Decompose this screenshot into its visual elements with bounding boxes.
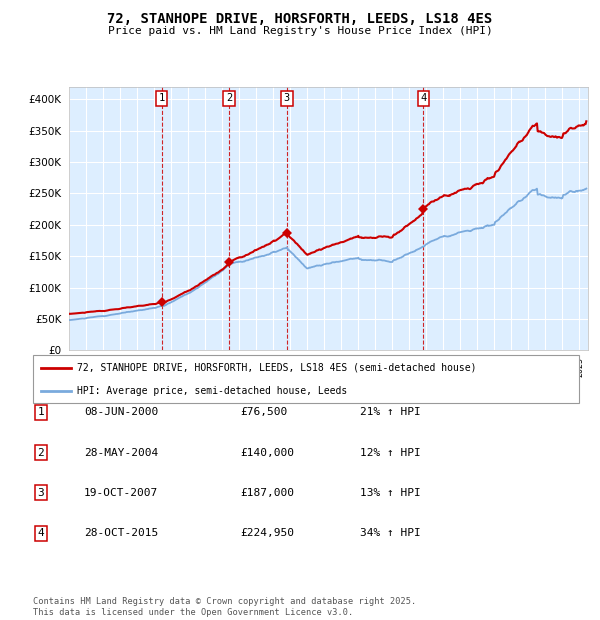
Text: 4: 4 bbox=[420, 94, 427, 104]
Text: £140,000: £140,000 bbox=[240, 448, 294, 458]
Text: 13% ↑ HPI: 13% ↑ HPI bbox=[360, 488, 421, 498]
Text: 21% ↑ HPI: 21% ↑ HPI bbox=[360, 407, 421, 417]
Text: £76,500: £76,500 bbox=[240, 407, 287, 417]
Text: 34% ↑ HPI: 34% ↑ HPI bbox=[360, 528, 421, 538]
Text: 3: 3 bbox=[37, 488, 44, 498]
FancyBboxPatch shape bbox=[33, 355, 579, 403]
Text: 12% ↑ HPI: 12% ↑ HPI bbox=[360, 448, 421, 458]
Text: £187,000: £187,000 bbox=[240, 488, 294, 498]
Text: Price paid vs. HM Land Registry's House Price Index (HPI): Price paid vs. HM Land Registry's House … bbox=[107, 26, 493, 36]
Text: 08-JUN-2000: 08-JUN-2000 bbox=[84, 407, 158, 417]
Text: 3: 3 bbox=[284, 94, 290, 104]
Text: 2: 2 bbox=[37, 448, 44, 458]
Text: 4: 4 bbox=[37, 528, 44, 538]
Text: Contains HM Land Registry data © Crown copyright and database right 2025.
This d: Contains HM Land Registry data © Crown c… bbox=[33, 598, 416, 617]
Text: £224,950: £224,950 bbox=[240, 528, 294, 538]
Text: 1: 1 bbox=[37, 407, 44, 417]
Text: 72, STANHOPE DRIVE, HORSFORTH, LEEDS, LS18 4ES: 72, STANHOPE DRIVE, HORSFORTH, LEEDS, LS… bbox=[107, 12, 493, 27]
Text: 19-OCT-2007: 19-OCT-2007 bbox=[84, 488, 158, 498]
Text: 2: 2 bbox=[226, 94, 232, 104]
Text: HPI: Average price, semi-detached house, Leeds: HPI: Average price, semi-detached house,… bbox=[77, 386, 347, 396]
Text: 28-MAY-2004: 28-MAY-2004 bbox=[84, 448, 158, 458]
Text: 72, STANHOPE DRIVE, HORSFORTH, LEEDS, LS18 4ES (semi-detached house): 72, STANHOPE DRIVE, HORSFORTH, LEEDS, LS… bbox=[77, 363, 476, 373]
Text: 28-OCT-2015: 28-OCT-2015 bbox=[84, 528, 158, 538]
Text: 1: 1 bbox=[158, 94, 164, 104]
